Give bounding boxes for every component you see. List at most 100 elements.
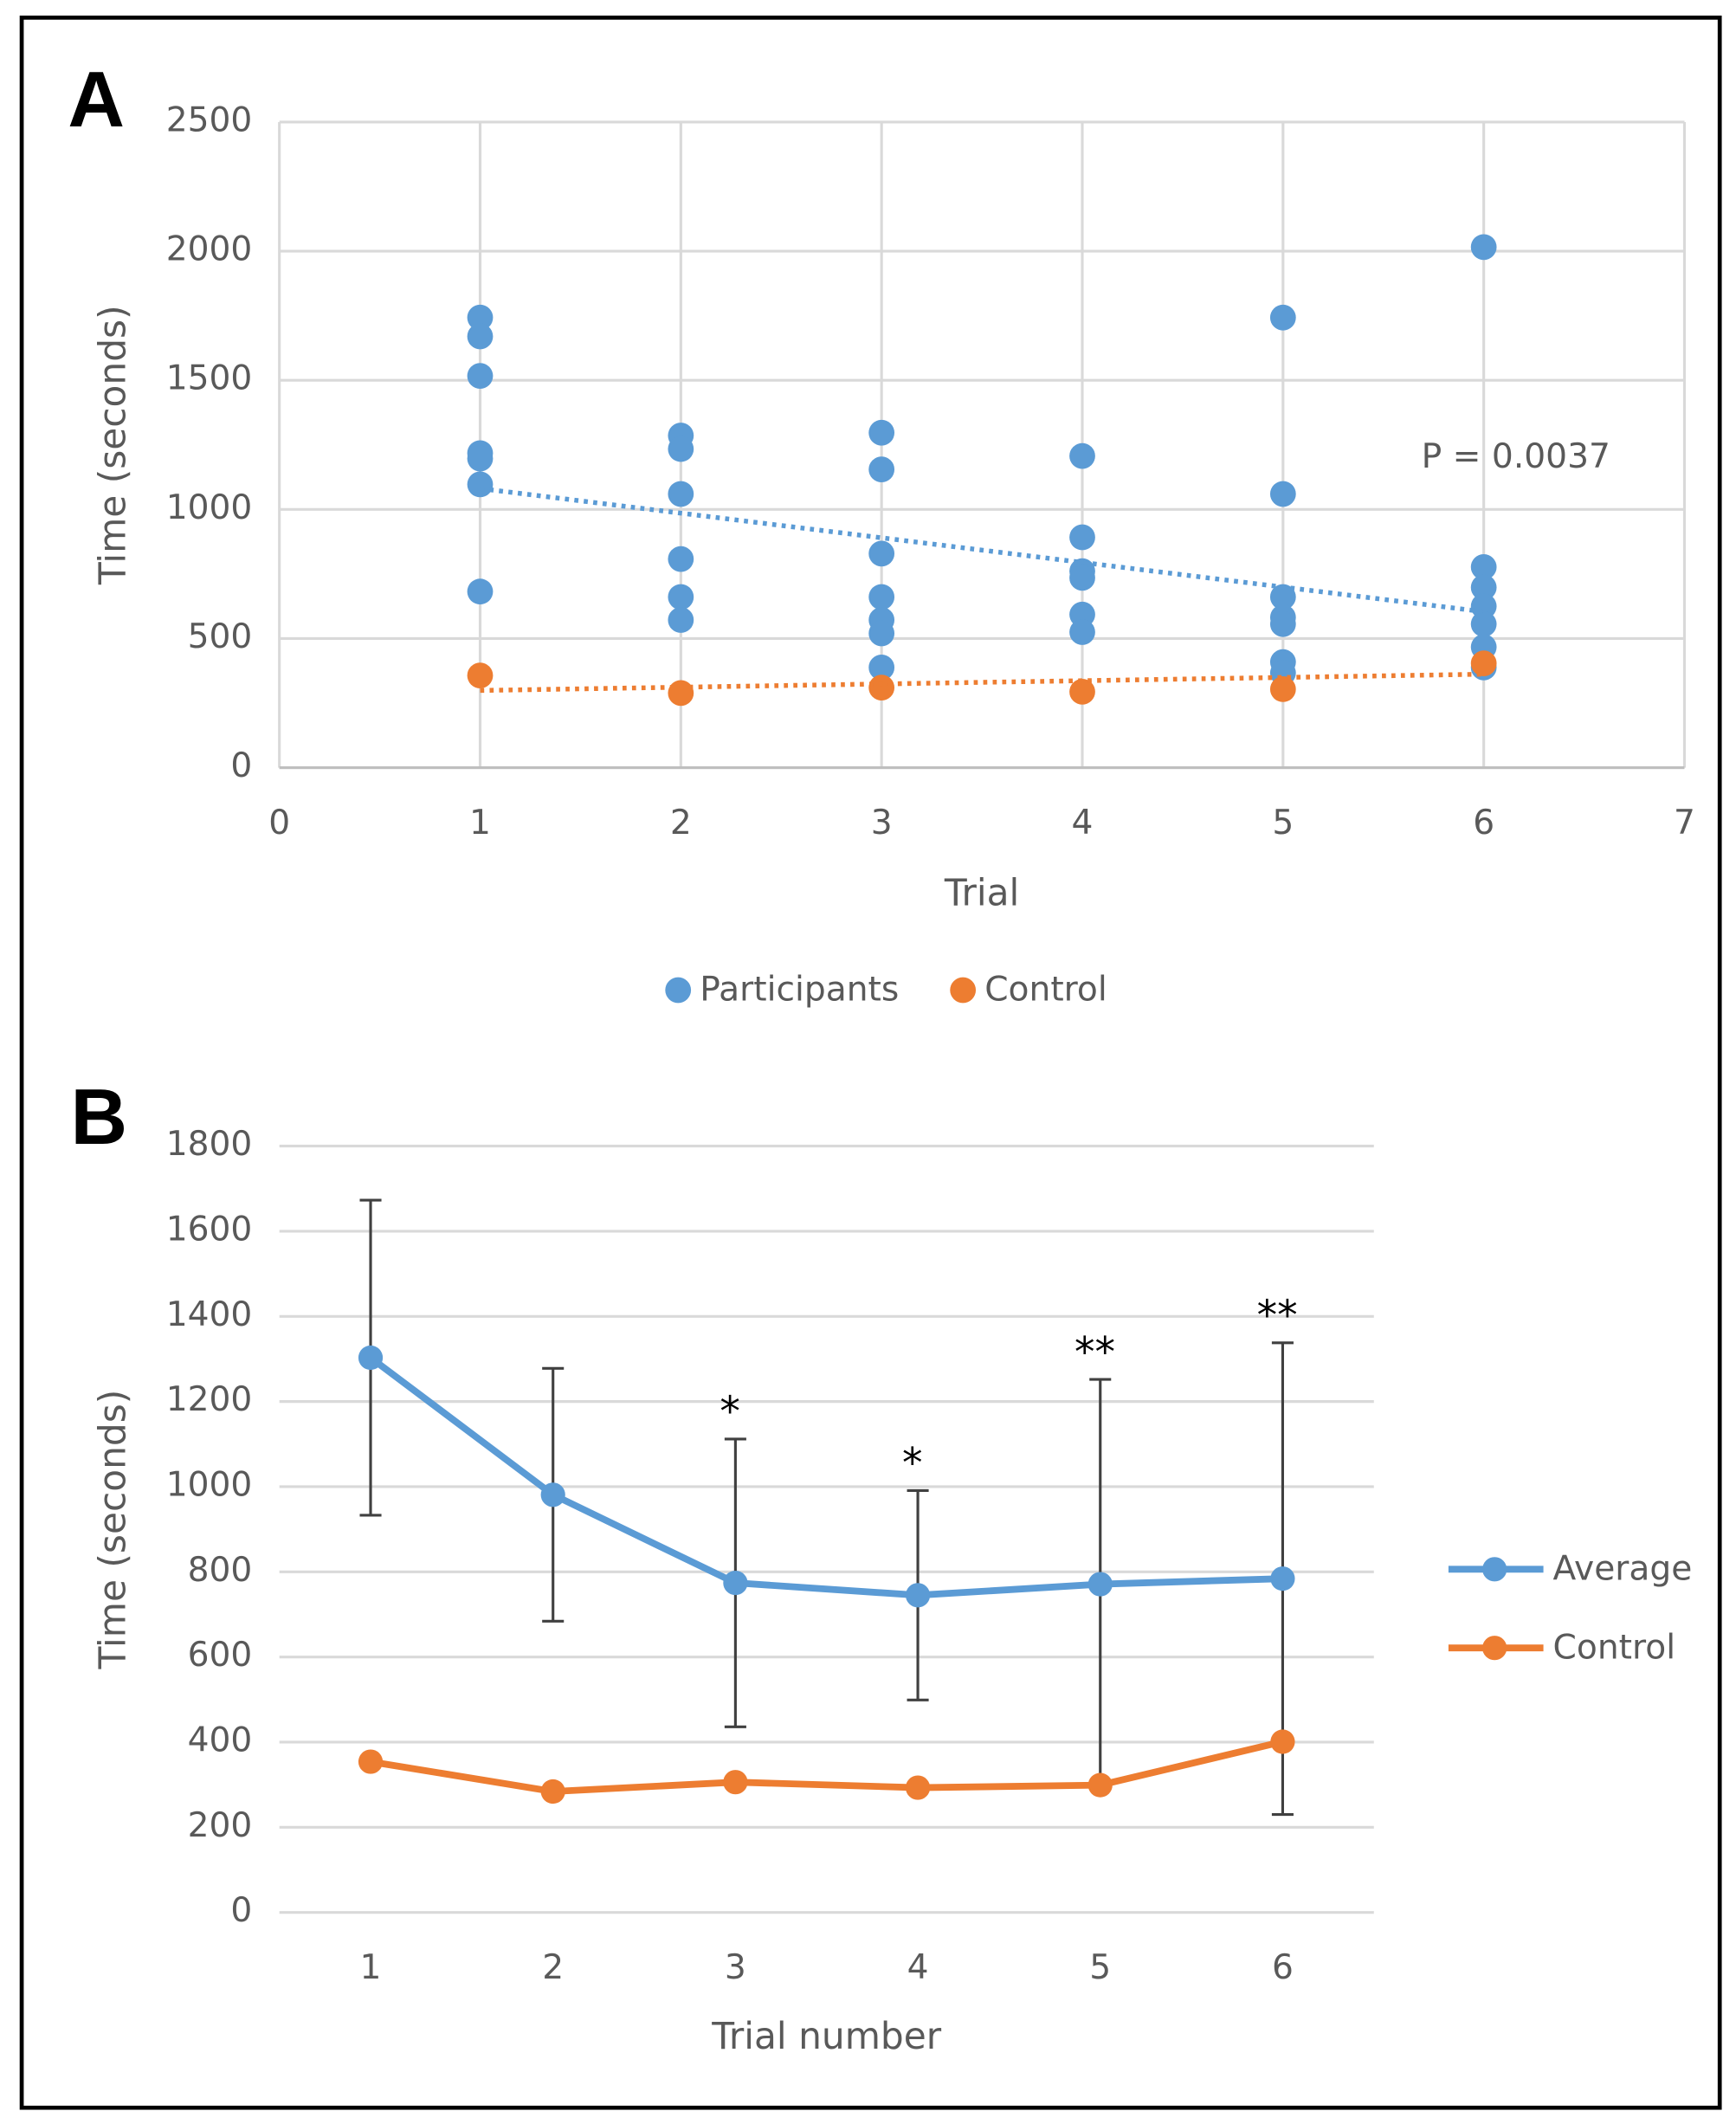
data-point [1069,524,1095,551]
annotation: P = 0.0037 [1422,437,1610,476]
x-axis-title: Trial [944,871,1019,914]
x-tick-label: 3 [871,804,893,842]
y-tick-label: 0 [230,1891,252,1930]
legend-label: Control [984,971,1107,1010]
data-point [868,419,895,446]
data-point [1470,574,1497,601]
data-point [868,675,895,701]
data-point [358,1345,384,1371]
panel-label: B [70,1074,127,1161]
data-point [1069,619,1095,645]
x-tick-label: 4 [1072,804,1094,842]
x-tick-label: 1 [469,804,491,842]
data-point [1470,610,1497,637]
data-point [1087,1572,1113,1597]
data-point [668,436,694,462]
data-point [868,620,895,647]
data-point [723,1770,748,1795]
x-tick-label: 1 [360,1948,382,1987]
data-point [668,680,694,707]
y-tick-label: 400 [188,1721,253,1759]
data-point [868,584,895,610]
x-tick-label: 0 [268,804,290,842]
data-point [1269,676,1296,702]
data-point [467,363,494,390]
data-point [1269,304,1296,331]
y-tick-label: 1000 [166,1465,253,1504]
panel-label: A [68,56,125,144]
y-tick-label: 1200 [166,1380,253,1419]
data-point [1470,234,1497,261]
y-tick-label: 2000 [166,230,253,269]
data-point [467,471,494,498]
data-point [467,445,494,472]
x-tick-label: 7 [1674,804,1695,842]
x-tick-label: 5 [1272,804,1294,842]
data-point [467,578,494,605]
legend-label: Control [1553,1628,1676,1667]
data-point [1270,1729,1295,1754]
legend-label: Participants [700,971,899,1010]
data-point [868,456,895,482]
y-axis-title: Time (seconds) [92,1390,134,1670]
legend-marker [950,977,977,1004]
y-tick-label: 800 [188,1551,253,1590]
data-point [905,1775,931,1800]
data-point [668,607,694,633]
data-point [1269,584,1296,610]
data-point [467,304,494,331]
significance-marker: ** [1257,1292,1298,1340]
data-point [868,540,895,567]
y-tick-label: 1400 [166,1295,253,1334]
data-point [358,1749,384,1774]
data-point [1069,442,1095,469]
data-point [467,323,494,350]
data-point [1069,679,1095,705]
legend-marker [1482,1636,1507,1661]
data-point [905,1583,931,1608]
data-point [1069,565,1095,591]
x-tick-label: 5 [1089,1948,1111,1987]
legend-label: Average [1553,1549,1693,1588]
data-point [467,662,494,688]
y-axis-title: Time (seconds) [92,305,134,585]
y-tick-label: 1800 [166,1125,253,1164]
legend-marker [665,977,692,1004]
data-point [868,654,895,681]
y-tick-label: 1000 [166,488,253,527]
significance-marker: * [720,1388,740,1436]
y-tick-label: 600 [188,1636,253,1675]
data-point [723,1570,748,1596]
significance-marker: ** [1075,1328,1115,1376]
y-tick-label: 2500 [166,100,253,139]
x-tick-label: 4 [907,1948,929,1987]
data-point [1470,553,1497,580]
y-tick-label: 0 [230,746,252,785]
data-point [1270,1566,1295,1591]
trendline [480,486,1484,615]
y-tick-label: 200 [188,1806,253,1845]
significance-marker: * [902,1440,923,1488]
data-point [1087,1772,1113,1798]
data-point [668,584,694,610]
x-tick-label: 2 [542,1948,564,1987]
data-point [668,481,694,507]
data-point [668,546,694,572]
x-tick-label: 6 [1473,804,1494,842]
trendline [480,671,1484,694]
y-tick-label: 500 [188,617,253,656]
data-point [1269,481,1296,507]
series-line [370,1738,1284,1795]
legend-marker [1482,1557,1507,1582]
x-tick-label: 6 [1272,1948,1294,1987]
x-tick-label: 3 [725,1948,746,1987]
y-tick-label: 1600 [166,1210,253,1249]
data-point [1269,610,1296,637]
x-tick-label: 2 [670,804,692,842]
frame [19,16,1722,2110]
data-point [540,1482,565,1507]
y-tick-label: 1500 [166,359,253,398]
